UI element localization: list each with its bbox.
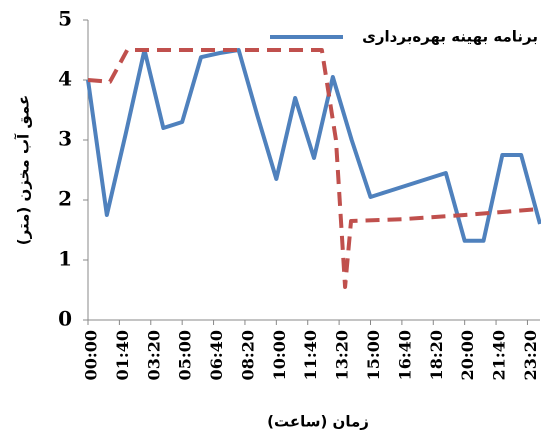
y-tick-label: 3 xyxy=(58,127,72,151)
x-tick-label: 08:20 xyxy=(238,330,257,380)
x-tick-label: 01:40 xyxy=(113,330,132,380)
x-tick-label: 21:40 xyxy=(490,330,509,380)
x-tick-label: 15:00 xyxy=(364,330,383,380)
x-tick-label: 13:20 xyxy=(333,330,352,380)
y-tick-label: 2 xyxy=(58,187,72,211)
series-line xyxy=(87,48,541,289)
y-tick-label: 0 xyxy=(58,307,72,331)
x-tick-label: 23:20 xyxy=(521,330,540,380)
series-line xyxy=(86,48,541,243)
x-tick-label: 16:40 xyxy=(395,330,414,380)
x-tick-label: 05:00 xyxy=(176,330,195,380)
x-tick-label: 03:20 xyxy=(144,330,163,380)
legend-label: برنامه بهینه بهره‌برداری xyxy=(362,28,538,46)
x-tick-label: 20:00 xyxy=(458,330,477,380)
x-tick-label: 11:40 xyxy=(301,330,320,380)
x-tick-label: 18:20 xyxy=(427,330,446,380)
x-tick-label: 10:00 xyxy=(270,330,289,380)
x-tick-label: 00:00 xyxy=(82,330,101,380)
y-tick-label: 1 xyxy=(58,247,72,271)
y-axis-label: عمق آب مخزن (متر) xyxy=(15,95,33,245)
y-tick-label: 4 xyxy=(58,67,72,91)
y-tick-label: 5 xyxy=(58,7,72,31)
x-axis-label: زمان (ساعت) xyxy=(267,413,369,431)
x-tick-label: 06:40 xyxy=(207,330,226,380)
